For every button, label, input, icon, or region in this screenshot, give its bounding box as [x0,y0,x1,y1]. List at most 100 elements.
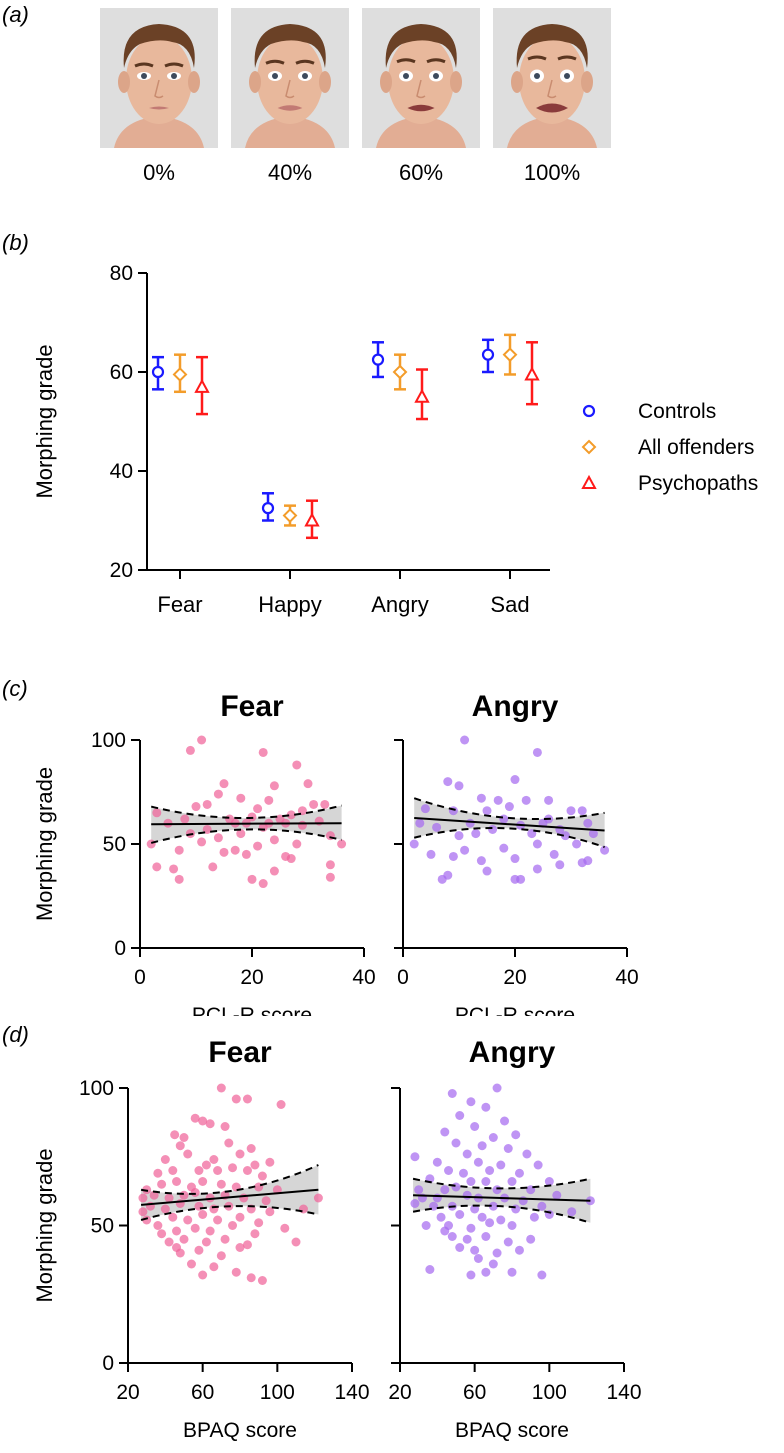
data-point [205,1119,215,1129]
data-point [236,829,246,839]
data-point [190,1188,200,1197]
data-point [432,1193,442,1203]
mean-marker [481,348,495,361]
data-point [236,793,246,803]
regression-line [413,1194,591,1202]
data-point [510,775,520,785]
data-point [175,1141,185,1151]
face-ear-left [118,71,130,93]
data-point [241,849,251,859]
data-point [511,1204,521,1214]
face-pupil-left [534,73,540,79]
data-point [532,864,542,874]
face-mouth [536,103,568,113]
x-tick-label: 60 [463,1381,486,1404]
face-image-100 [493,8,611,148]
face-pupil-right [171,73,177,79]
face-neck [114,116,204,148]
data-point [179,1190,189,1200]
data-point [425,1265,435,1274]
x-tick-label: 20 [388,1381,411,1404]
data-point [254,1218,264,1228]
face-brow-left [265,59,285,65]
data-point [292,760,302,770]
data-point [149,1190,159,1200]
data-point [157,1229,167,1239]
face-neck [507,116,597,148]
data-point [470,1122,480,1131]
data-point [482,806,492,816]
data-point [481,1232,491,1241]
face-brow-left [134,62,154,68]
data-point [488,1201,498,1211]
y-axis-title: Morphing grade [32,344,57,498]
data-point [566,806,576,816]
data-point [213,1166,223,1175]
face-label-100: 100% [523,160,581,185]
data-point [170,1130,180,1140]
scatter-c-angry: Angry 0 20 40 PCL-R score [394,690,639,1016]
data-point [421,1221,431,1230]
data-point [205,1226,215,1236]
data-point [454,781,464,791]
data-point [183,1149,193,1159]
face-nose [416,79,426,99]
data-point [172,1243,182,1252]
series-controls [151,338,495,522]
data-point [190,1113,200,1123]
data-point [466,1097,476,1107]
data-point [179,1234,189,1244]
data-point [142,1215,152,1225]
data-point [213,833,223,843]
data-point [190,1223,200,1233]
data-point [492,1248,502,1258]
data-point [440,1185,450,1195]
data-point [286,810,296,820]
y-tick-label: 100 [91,729,126,752]
data-point [246,1273,256,1283]
data-point [544,795,554,805]
x-tick-label: Fear [157,592,202,617]
data-point [303,779,313,789]
confidence-band [414,798,605,848]
mean-marker [392,364,408,380]
data-point [269,781,279,791]
data-point [153,1221,163,1230]
data-point [242,1240,252,1250]
data-point [507,1267,517,1277]
data-point [257,1276,267,1285]
data-point [499,843,509,853]
data-point [482,866,492,876]
y-axis-title: Morphing grade [32,1148,57,1302]
data-point [477,1141,487,1151]
data-point [522,1149,532,1159]
data-point [174,874,184,884]
data-point [313,1193,323,1203]
x-tick-label: 20 [116,1381,139,1404]
data-point [488,824,498,834]
face-mouth [407,104,435,112]
face-ear-left [380,71,392,93]
data-point [555,860,565,870]
data-point [448,851,458,861]
data-point [473,1254,483,1263]
data-point [583,818,593,828]
data-point [560,831,570,841]
ci-lower-line [413,827,605,849]
data-point [466,1270,476,1280]
data-point [583,856,593,866]
face-pupil-left [272,73,278,79]
face-ear-left [511,71,523,93]
face-ear-right [581,71,593,93]
data-point [168,1166,178,1175]
x-tick-label: 20 [503,966,526,989]
data-point [228,1221,238,1230]
data-point [201,1237,211,1247]
data-point [198,1177,208,1186]
data-point [414,1185,424,1195]
data-point [292,839,302,849]
data-point [572,839,582,849]
data-point [197,735,207,745]
data-point [514,1168,524,1178]
x-tick-label: 140 [334,1381,369,1404]
